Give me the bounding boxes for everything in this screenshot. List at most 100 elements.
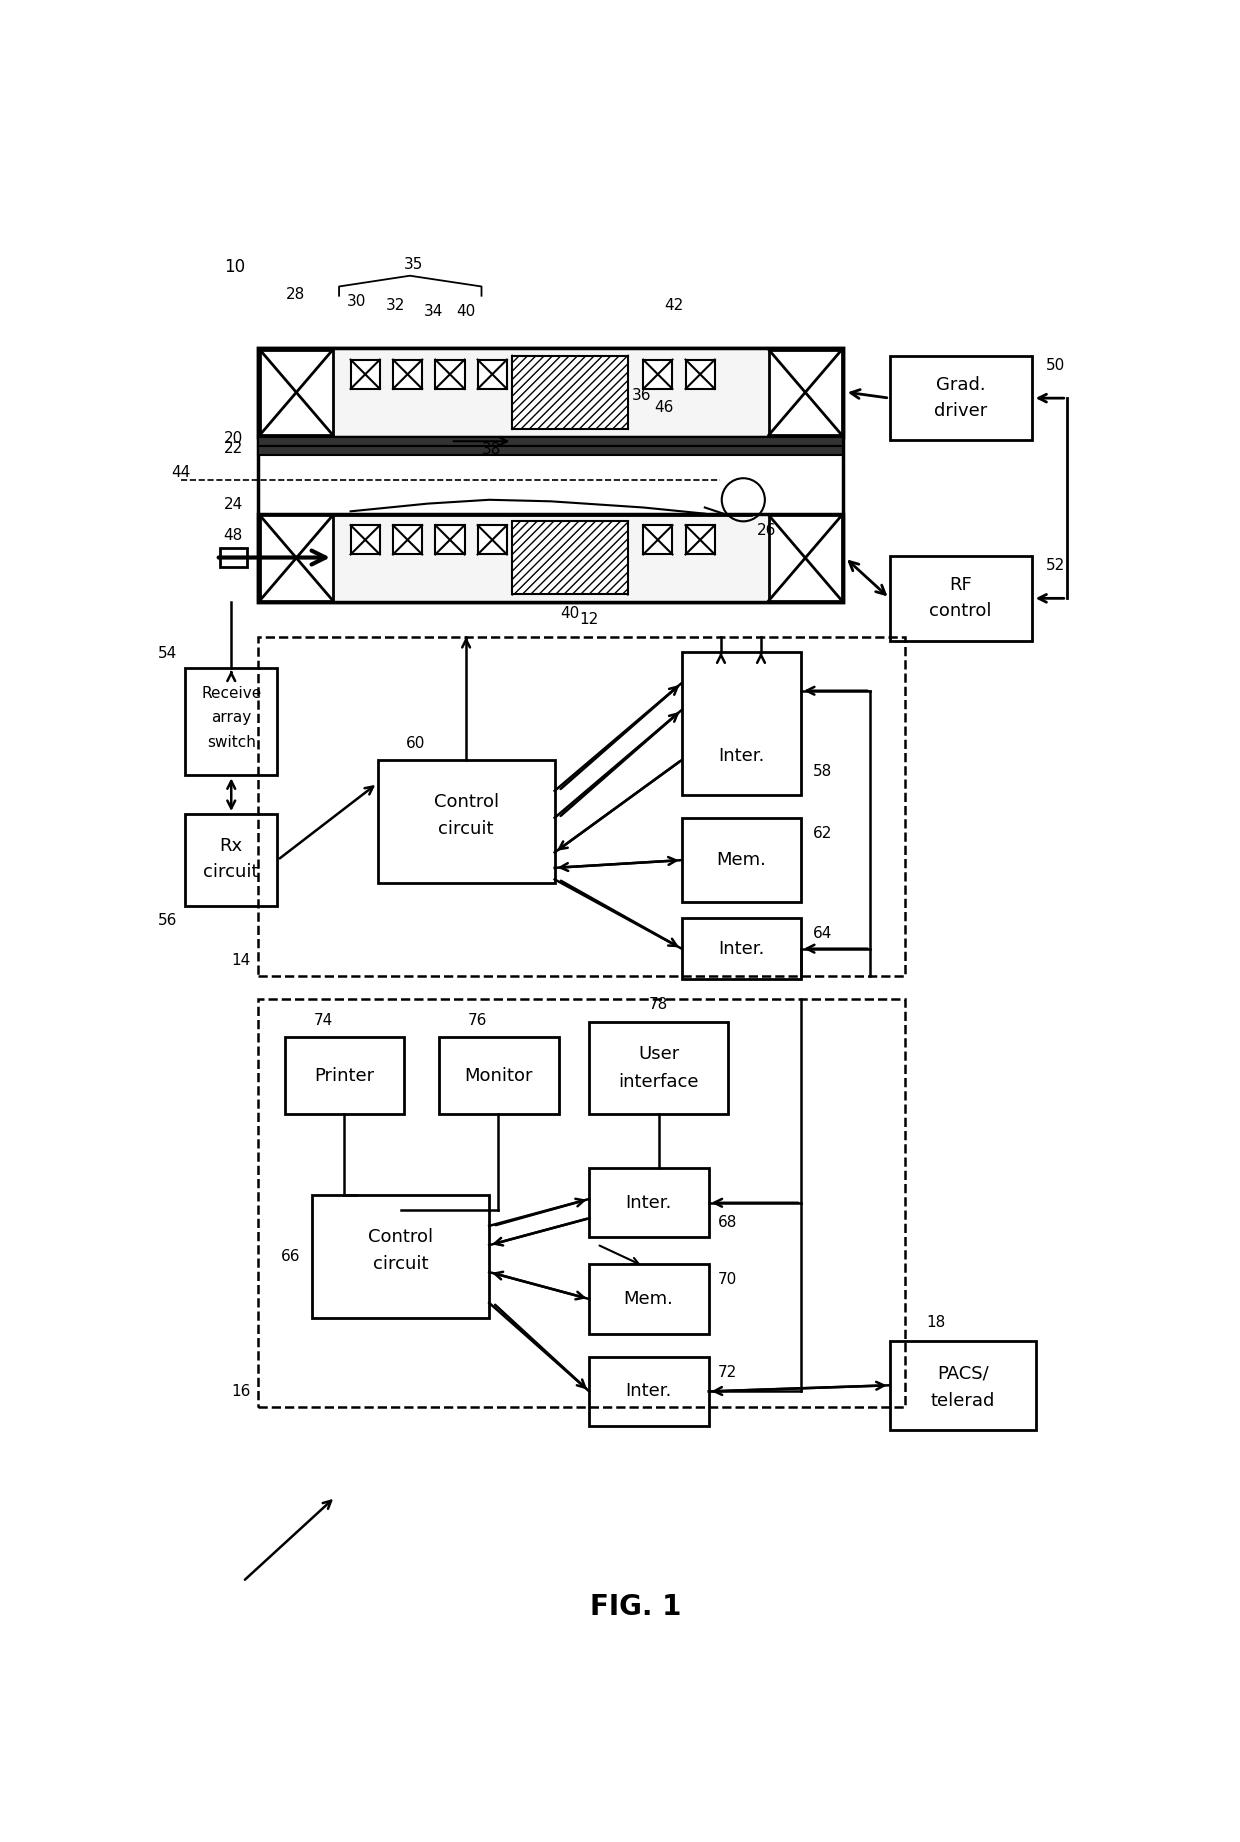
Text: 18: 18 bbox=[926, 1315, 945, 1330]
Bar bbox=[393, 525, 422, 554]
Bar bbox=[589, 1168, 708, 1238]
Text: 28: 28 bbox=[285, 287, 305, 302]
Text: 40: 40 bbox=[560, 606, 579, 621]
Text: 70: 70 bbox=[718, 1273, 737, 1288]
Text: 22: 22 bbox=[223, 440, 243, 455]
Bar bbox=[889, 556, 1032, 641]
Text: 46: 46 bbox=[655, 400, 675, 414]
Text: 64: 64 bbox=[812, 927, 832, 941]
Text: 30: 30 bbox=[347, 295, 367, 309]
Bar bbox=[477, 359, 507, 389]
Text: 62: 62 bbox=[812, 825, 832, 840]
Text: 24: 24 bbox=[223, 497, 243, 512]
Text: 38: 38 bbox=[481, 442, 501, 457]
Bar bbox=[439, 1037, 558, 1114]
Bar bbox=[258, 637, 905, 976]
Text: Receive: Receive bbox=[201, 685, 262, 700]
Text: 14: 14 bbox=[232, 952, 250, 967]
Text: Inter.: Inter. bbox=[718, 939, 764, 958]
Text: array: array bbox=[211, 711, 252, 726]
Bar bbox=[686, 525, 714, 554]
Bar bbox=[351, 525, 379, 554]
Text: 60: 60 bbox=[407, 735, 425, 750]
Bar bbox=[312, 1195, 490, 1319]
Bar bbox=[512, 521, 627, 595]
Text: Control: Control bbox=[368, 1229, 433, 1247]
Bar bbox=[258, 348, 843, 437]
Bar bbox=[219, 549, 247, 567]
Bar bbox=[477, 525, 507, 554]
Bar bbox=[686, 359, 714, 389]
Text: Monitor: Monitor bbox=[464, 1067, 533, 1085]
Text: driver: driver bbox=[934, 402, 987, 420]
Bar bbox=[889, 1341, 1035, 1429]
Text: 66: 66 bbox=[281, 1249, 300, 1264]
Bar bbox=[512, 356, 627, 429]
Text: 56: 56 bbox=[157, 912, 177, 928]
Bar bbox=[377, 761, 554, 884]
Text: User: User bbox=[637, 1044, 680, 1063]
Text: 26: 26 bbox=[756, 523, 776, 538]
Bar bbox=[769, 350, 842, 435]
Text: 76: 76 bbox=[467, 1013, 487, 1028]
Text: control: control bbox=[929, 602, 992, 621]
Bar bbox=[644, 359, 672, 389]
Text: 10: 10 bbox=[224, 258, 246, 276]
Text: interface: interface bbox=[619, 1072, 699, 1090]
Bar bbox=[589, 1358, 708, 1426]
Text: circuit: circuit bbox=[439, 820, 494, 838]
Text: Rx: Rx bbox=[219, 838, 243, 855]
Text: RF: RF bbox=[949, 577, 972, 595]
Text: 34: 34 bbox=[424, 304, 444, 319]
Text: 20: 20 bbox=[223, 431, 243, 446]
Text: switch: switch bbox=[207, 735, 255, 750]
Text: 12: 12 bbox=[579, 612, 599, 626]
Text: 44: 44 bbox=[171, 464, 191, 479]
Text: 72: 72 bbox=[718, 1365, 737, 1380]
Bar bbox=[889, 356, 1032, 440]
Bar bbox=[259, 516, 332, 600]
Text: 58: 58 bbox=[812, 764, 832, 779]
Text: 68: 68 bbox=[718, 1214, 738, 1230]
Text: Inter.: Inter. bbox=[718, 748, 764, 764]
Text: Control: Control bbox=[434, 794, 498, 810]
Text: circuit: circuit bbox=[373, 1256, 428, 1273]
Bar bbox=[589, 1264, 708, 1334]
Text: 52: 52 bbox=[1045, 558, 1065, 573]
Text: PACS/: PACS/ bbox=[937, 1365, 988, 1383]
Text: Mem.: Mem. bbox=[624, 1289, 673, 1308]
Bar bbox=[258, 998, 905, 1407]
Text: Mem.: Mem. bbox=[715, 851, 766, 869]
Bar bbox=[259, 350, 332, 435]
Text: 36: 36 bbox=[631, 389, 651, 403]
Text: 35: 35 bbox=[404, 258, 423, 273]
Bar bbox=[682, 652, 801, 794]
Bar bbox=[285, 1037, 404, 1114]
Bar bbox=[258, 437, 843, 446]
Bar bbox=[682, 917, 801, 980]
Bar bbox=[258, 348, 843, 602]
Bar bbox=[185, 814, 278, 906]
Text: 32: 32 bbox=[386, 298, 405, 313]
Bar bbox=[185, 667, 278, 775]
Text: 78: 78 bbox=[649, 997, 668, 1013]
Text: 42: 42 bbox=[665, 298, 683, 313]
Text: FIG. 1: FIG. 1 bbox=[590, 1593, 681, 1621]
Text: circuit: circuit bbox=[203, 862, 259, 880]
Text: 40: 40 bbox=[456, 304, 476, 319]
Text: telerad: telerad bbox=[930, 1393, 994, 1411]
Text: 54: 54 bbox=[159, 647, 177, 661]
Text: 16: 16 bbox=[232, 1383, 250, 1398]
Bar bbox=[435, 359, 465, 389]
Bar bbox=[589, 1022, 728, 1114]
Bar bbox=[393, 359, 422, 389]
Text: Inter.: Inter. bbox=[625, 1383, 672, 1400]
Bar bbox=[258, 514, 843, 602]
Bar bbox=[644, 525, 672, 554]
Bar bbox=[682, 818, 801, 903]
Text: Inter.: Inter. bbox=[625, 1194, 672, 1212]
Bar bbox=[258, 446, 843, 455]
Text: Grad.: Grad. bbox=[936, 376, 986, 394]
Bar bbox=[435, 525, 465, 554]
Text: 50: 50 bbox=[1045, 357, 1065, 372]
